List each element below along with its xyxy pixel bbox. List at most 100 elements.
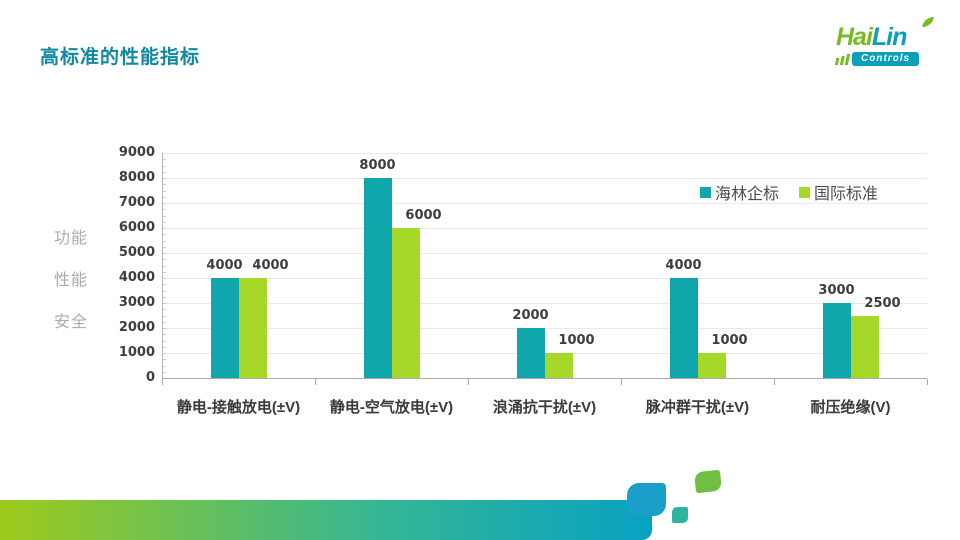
y-axis-tick-label: 8000 [118, 170, 155, 185]
y-axis-minor-tick [163, 303, 166, 304]
y-axis-minor-tick [163, 196, 166, 198]
bar-value-label: 2500 [864, 295, 901, 311]
y-axis-minor-tick [163, 234, 166, 236]
legend-label: 国际标准 [814, 186, 879, 203]
y-axis-minor-tick [163, 228, 166, 229]
logo-controls-badge: Controls [852, 52, 920, 66]
y-axis-minor-tick [163, 265, 166, 267]
y-axis-caption-line: 功能 [54, 230, 89, 247]
y-axis-minor-tick [163, 253, 166, 254]
x-axis-tick [621, 379, 622, 385]
gridline [162, 328, 927, 329]
logo-subtitle-row: Controls [834, 52, 936, 66]
y-axis-tick-label: 5000 [118, 245, 155, 260]
y-axis-minor-tick [163, 209, 166, 211]
legend-label: 海林企标 [715, 186, 780, 203]
gridline [162, 278, 927, 279]
y-axis-minor-tick [163, 315, 166, 317]
y-axis-minor-tick [163, 321, 166, 323]
y-axis-line [162, 153, 163, 378]
x-axis-tick [315, 379, 316, 385]
bar-海林企标 [822, 303, 851, 378]
legend-swatch-icon [799, 186, 811, 198]
y-axis-tick-label: 7000 [118, 195, 155, 210]
y-axis-minor-tick [163, 178, 166, 179]
deco-square-blue [627, 483, 666, 516]
bar-国际标准 [850, 315, 879, 378]
x-axis-tick [468, 379, 469, 385]
y-axis-tick-label: 9000 [118, 145, 155, 160]
bar-value-label: 3000 [818, 283, 855, 298]
y-axis-minor-tick [163, 221, 166, 223]
y-axis-minor-tick [163, 215, 166, 217]
bar-海林企标 [363, 178, 392, 378]
y-axis-minor-tick [163, 359, 166, 361]
y-axis-minor-tick [163, 159, 166, 161]
gridline [162, 228, 927, 229]
y-axis-caption: 功能 性能 安全 [54, 224, 88, 350]
gridline [162, 203, 927, 204]
y-axis-caption-line: 安全 [54, 314, 89, 331]
bar-value-label: 8000 [359, 158, 396, 173]
y-axis-tick-label: 1000 [118, 345, 155, 360]
category-label: 静电-接触放电(±V) [176, 399, 301, 416]
y-axis-minor-tick [163, 240, 166, 242]
bar-国际标准 [391, 228, 420, 378]
y-axis-minor-tick [163, 328, 166, 329]
legend-item: 海林企标 [700, 180, 779, 204]
y-axis-minor-tick [163, 271, 166, 273]
category-label: 静电-空气放电(±V) [329, 399, 454, 416]
page-title: 高标准的性能指标 [40, 47, 201, 68]
chart-legend: 海林企标 国际标准 [700, 180, 878, 204]
logo-word-lin: Lin [871, 23, 907, 51]
deco-square-seagreen [672, 507, 688, 523]
gridline [162, 253, 927, 254]
logo-wordmark: HaiLin [836, 17, 936, 51]
y-axis-minor-tick [163, 296, 166, 298]
bar-value-label: 6000 [405, 208, 442, 223]
y-axis-tick-label: 3000 [118, 295, 155, 310]
y-axis-minor-tick [163, 353, 166, 354]
y-axis-minor-tick [163, 171, 166, 173]
category-label: 耐压绝缘(V) [810, 399, 891, 416]
y-axis-caption-line: 性能 [54, 272, 89, 289]
y-axis-tick-label: 6000 [118, 220, 155, 235]
category-label: 脉冲群干扰(±V) [645, 399, 750, 416]
y-axis-minor-tick [163, 190, 166, 192]
bar-国际标准 [544, 353, 573, 378]
y-axis-minor-tick [163, 246, 166, 248]
y-axis-minor-tick [163, 340, 166, 342]
bar-海林企标 [210, 278, 239, 378]
gridline [162, 178, 927, 179]
leaf-icon [922, 17, 934, 27]
y-axis-minor-tick [163, 259, 166, 261]
x-axis-tick [927, 379, 928, 385]
bar-value-label: 1000 [711, 333, 748, 348]
bar-value-label: 2000 [512, 308, 549, 323]
x-axis-line [162, 378, 927, 379]
y-axis-minor-tick [163, 334, 166, 336]
logo-word-hai: Hai [836, 23, 873, 51]
x-axis-tick [774, 379, 775, 385]
legend-item: 国际标准 [799, 180, 878, 204]
footer-gradient-bar [0, 500, 652, 540]
bar-value-label: 4000 [665, 258, 702, 273]
category-label: 浪涌抗干扰(±V) [492, 399, 597, 416]
y-axis-minor-tick [163, 278, 166, 279]
gridline [162, 153, 927, 154]
legend-swatch-icon [700, 186, 711, 198]
y-axis-minor-tick [163, 371, 166, 373]
y-axis-minor-tick [163, 309, 166, 311]
y-axis-minor-tick [163, 284, 166, 286]
x-axis-tick [162, 379, 163, 385]
y-axis-minor-tick [163, 346, 166, 348]
bar-value-label: 4000 [206, 258, 243, 273]
y-axis-minor-tick [163, 203, 166, 204]
y-axis-tick-label: 4000 [118, 270, 155, 285]
y-axis-minor-tick [163, 165, 166, 167]
y-axis-minor-tick [163, 290, 166, 292]
y-axis-minor-tick [163, 365, 166, 367]
hailin-logo: HaiLin Controls [834, 17, 936, 66]
